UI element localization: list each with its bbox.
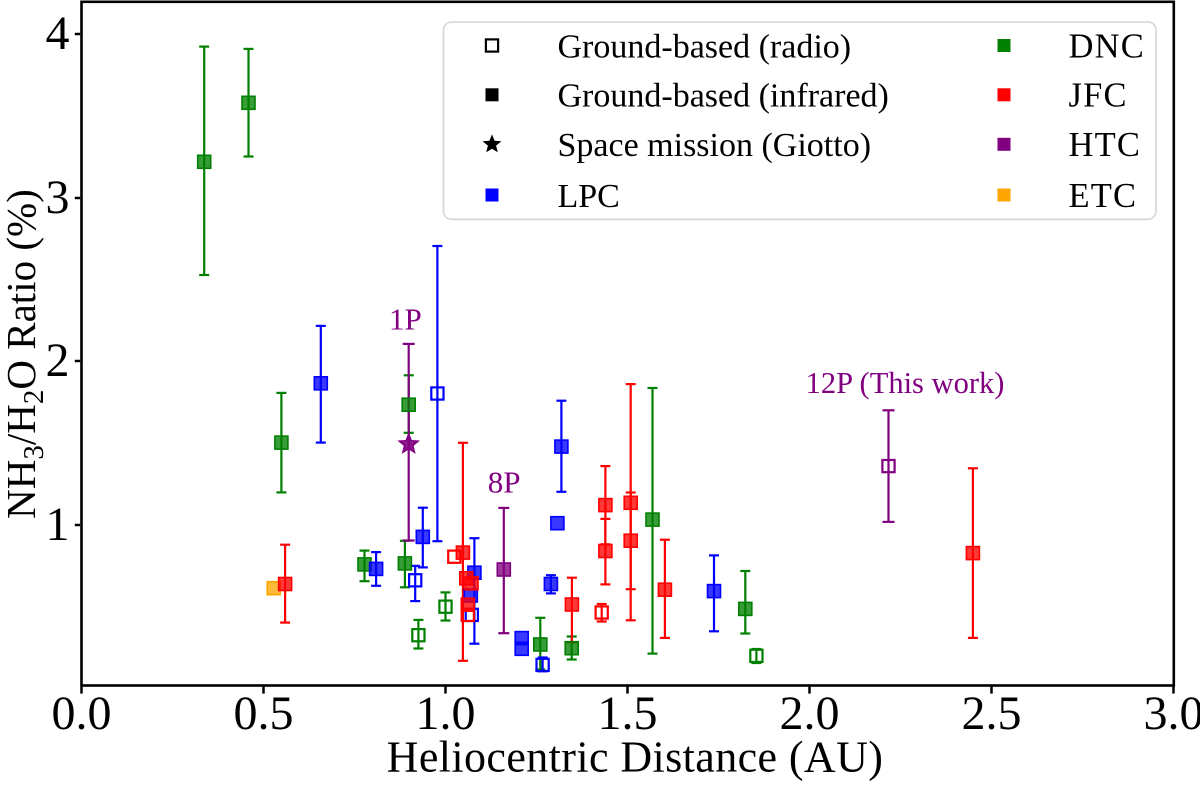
svg-text:1: 1 [46,498,70,551]
svg-text:HTC: HTC [1069,126,1142,164]
svg-text:DNC: DNC [1069,27,1145,65]
svg-text:0.0: 0.0 [52,687,112,740]
svg-text:Ground-based (infrared): Ground-based (infrared) [558,78,889,115]
svg-text:4: 4 [46,7,70,60]
svg-text:ETC: ETC [1069,177,1138,215]
svg-text:2: 2 [46,334,70,387]
svg-text:Space mission (Giotto): Space mission (Giotto) [558,127,872,164]
svg-text:NH3/H2O Ratio (%): NH3/H2O Ratio (%) [0,189,50,519]
svg-text:0.5: 0.5 [234,687,294,740]
svg-text:LPC: LPC [558,178,620,215]
svg-text:1P: 1P [389,301,422,336]
svg-text:Ground-based (radio): Ground-based (radio) [558,28,852,65]
svg-text:12P (This work): 12P (This work) [806,366,1005,400]
svg-text:2.5: 2.5 [962,687,1022,740]
svg-text:Heliocentric Distance (AU): Heliocentric Distance (AU) [387,733,884,782]
svg-text:8P: 8P [488,465,521,500]
svg-text:3.0: 3.0 [1144,687,1200,740]
svg-text:3: 3 [46,171,70,224]
svg-text:JFC: JFC [1069,77,1128,115]
